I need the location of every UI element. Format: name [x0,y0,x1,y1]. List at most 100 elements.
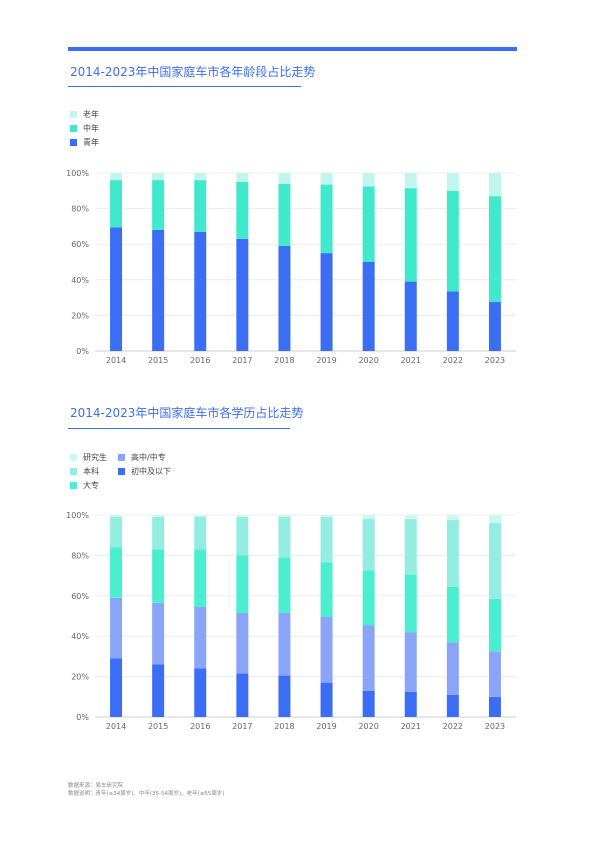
chart2-bar-2014-s2 [110,547,123,598]
chart2-legend-swatch-junior [118,468,125,475]
chart1-xtick-label: 2023 [485,356,505,365]
chart1-bar-2015-s2 [152,173,165,181]
chart2-bar-2021-s4 [404,515,417,520]
chart2-ytick-label: 80% [71,551,89,560]
chart2-xtick-label: 2022 [443,722,463,731]
chart1-xtick-label: 2021 [401,356,421,365]
chart1-bar-2022-s2 [446,173,459,191]
chart2-bar-2016-s1 [194,606,207,669]
chart2-legend-label-college: 大专 [83,481,99,490]
chart1-bar-2017-s0 [236,238,249,351]
chart2-bar-2016-s0 [194,668,207,717]
chart1-xtick-label: 2014 [106,356,126,365]
chart2-bar-2014-s0 [110,658,123,717]
chart1-xtick-label: 2017 [232,356,252,365]
chart2-bar-2015-s3 [152,517,165,550]
chart2-legend-swatch-college [70,482,77,489]
chart2-xtick-label: 2014 [106,722,126,731]
chart1-bar-2016-s2 [194,173,207,181]
chart2-legend-swatch-bachelor [70,468,77,475]
chart2-legend-label-junior: 初中及以下 [131,467,171,476]
chart2-bar-2016-s2 [194,549,207,607]
chart2-bar-2023-s0 [488,696,501,717]
chart1-bar-2020-s2 [362,173,375,187]
chart2-bar-2018-s3 [278,517,291,558]
chart2-bar-2016-s3 [194,517,207,550]
chart2-bar-2017-s4 [236,515,249,518]
chart2-bar-2019-s2 [320,562,333,618]
chart2-xtick-label: 2019 [316,722,336,731]
chart2-bar-2019-s4 [320,515,333,518]
chart1-bar-2017-s2 [236,173,249,182]
chart2-title: 2014-2023年中国家庭车市各学历占比走势 [70,406,304,420]
chart1-xtick-label: 2019 [316,356,336,365]
chart2-xtick-label: 2015 [148,722,168,731]
chart2-bar-2022-s1 [446,642,459,695]
chart1-legend-swatch-middle [70,125,77,132]
chart1-plot: 0% 20% 40% 60% 80% 100% 2014 2015 2016 2017 2018 20… [66,169,516,365]
chart2-bar-2015-s4 [152,515,165,518]
chart1-bar-2014-s1 [110,180,123,228]
chart1-xtick-label: 2022 [443,356,463,365]
chart2-bar-2015-s1 [152,602,165,665]
chart1-legend-swatch-youth [70,139,77,146]
chart2-bar-2022-s3 [446,520,459,587]
chart2-legend-label-bachelor: 本科 [83,467,99,476]
chart2-bar-2018-s0 [278,675,291,717]
chart2-legend-item-college: 大专 [70,480,99,491]
chart1-title: 2014-2023年中国家庭车市各年龄段占比走势 [70,65,316,79]
chart2-legend-swatch-graduate [70,454,77,461]
chart1-bar-2021-s0 [404,281,417,351]
chart2-bar-2022-s0 [446,694,459,717]
chart2-bar-2020-s1 [362,625,375,691]
chart2-bar-2016-s4 [194,515,207,518]
chart2-bar-2022-s4 [446,515,459,521]
chart1-legend-label-elderly: 老年 [83,110,99,119]
chart2-xtick-label: 2020 [358,722,378,731]
chart1-bar-2023-s0 [488,302,501,351]
chart2-bar-2023-s4 [488,515,501,524]
chart1-legend-item-middle: 中年 [70,123,99,134]
chart2-bar-2014-s4 [110,515,123,518]
chart1-bar-2020-s0 [362,262,375,351]
chart1-bar-2019-s2 [320,173,333,185]
chart1-bar-2019-s1 [320,184,333,254]
chart2-bar-2017-s3 [236,517,249,556]
chart2-bar-2021-s0 [404,691,417,717]
chart1-legend-swatch-elderly [70,111,77,118]
chart2-xtick-label: 2016 [190,722,210,731]
chart2-bar-2020-s0 [362,690,375,717]
chart1-bar-2014-s0 [110,227,123,351]
chart2-xtick-label: 2021 [401,722,421,731]
chart2-ytick-label: 0% [76,713,89,722]
chart1-ytick-label: 20% [71,311,89,320]
footnote-source: 数据来源：易车研究院 [68,783,124,789]
chart1-bar-2023-s2 [488,173,501,197]
chart2-legend-label-highschool: 高中/中专 [131,453,166,462]
chart2-bar-2019-s0 [320,682,333,717]
chart1-bar-2018-s2 [278,173,291,184]
chart2-bar-2017-s2 [236,555,249,613]
chart1-bar-2018-s0 [278,245,291,351]
chart2-legend-item-junior: 初中及以下 [118,466,171,477]
chart2-bar-2020-s3 [362,519,375,571]
chart2-ytick-label: 20% [71,673,89,682]
chart1-legend-item-elderly: 老年 [70,109,99,120]
chart2-bar-2021-s2 [404,574,417,633]
chart2-bar-2014-s3 [110,517,123,548]
chart1-bar-2022-s1 [446,190,459,292]
chart1-bar-2014-s2 [110,173,123,181]
chart2-bar-2020-s2 [362,570,375,626]
chart1-bar-2022-s0 [446,291,459,351]
chart1-bar-2021-s1 [404,188,417,282]
chart2-ytick-label: 40% [71,632,89,641]
chart2-bar-2021-s3 [404,519,417,575]
footnote-note: 数据说明：青年(≤34周岁)、中年(35-54周岁)、老年(≥55周岁) [68,791,225,797]
chart2-bar-2023-s1 [488,651,501,697]
chart1-bar-2019-s0 [320,253,333,351]
chart2-bar-2019-s1 [320,617,333,683]
chart1-bar-2020-s1 [362,186,375,262]
chart1-bar-2016-s1 [194,180,207,232]
chart2-bar-2018-s2 [278,557,291,613]
chart2-bar-2017-s0 [236,673,249,717]
